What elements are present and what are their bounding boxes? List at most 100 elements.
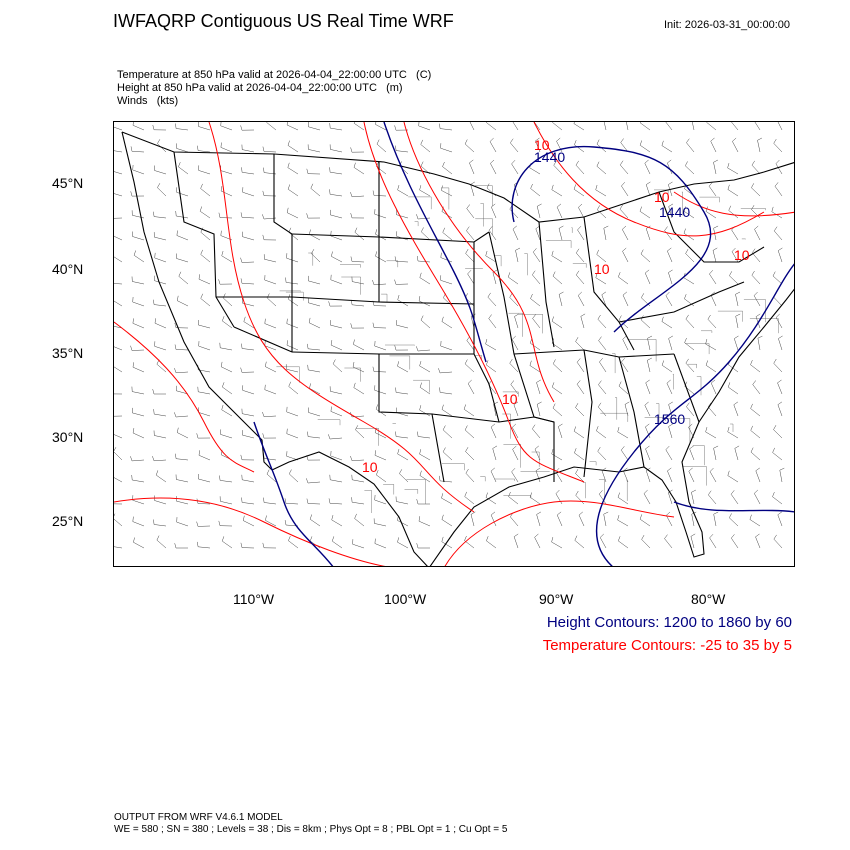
wind-barb [511, 335, 519, 351]
wind-barb [488, 314, 497, 329]
wind-barb [464, 535, 475, 549]
wind-barb [286, 318, 299, 329]
wind-barb [221, 250, 233, 263]
wind-barb [684, 381, 695, 395]
height-contours [253, 122, 794, 566]
wind-barb [154, 341, 167, 351]
wind-barb [644, 159, 651, 175]
wind-barb [155, 470, 167, 483]
wind-barb [175, 123, 189, 131]
wind-barb [439, 123, 453, 131]
wind-barb [352, 361, 365, 373]
wind-barb [308, 407, 321, 417]
county-line [615, 397, 617, 420]
wind-barb [287, 162, 299, 175]
wind-barb [376, 161, 387, 175]
wind-barb [156, 359, 167, 373]
wind-barb [603, 225, 609, 241]
wind-barb [241, 474, 255, 483]
field-description-winds: Winds (kts) [117, 95, 178, 108]
wind-barb [731, 247, 739, 263]
wind-barb [372, 279, 387, 286]
wind-barb [708, 182, 717, 197]
field-unit: (kts) [156, 95, 179, 107]
wind-barb [330, 274, 343, 285]
state-borders [121, 131, 794, 566]
wind-barb [306, 213, 321, 219]
wind-barb [331, 536, 343, 549]
wind-barb [668, 423, 673, 439]
wind-barb [534, 533, 541, 549]
wind-barb [777, 401, 783, 417]
wind-barb [307, 364, 321, 373]
wind-barb [684, 161, 695, 175]
wind-barb [688, 467, 695, 483]
wind-barb [373, 518, 387, 527]
wind-barb [178, 162, 189, 175]
wind-barb [375, 470, 387, 483]
wind-barb [622, 247, 629, 263]
wind-barb [777, 379, 783, 395]
wind-barb [643, 489, 651, 505]
wind-barb [330, 406, 343, 417]
wind-barb [575, 160, 585, 175]
wind-barb [530, 293, 541, 307]
wind-barb [219, 342, 233, 351]
wind-barb [667, 467, 673, 483]
wind-barb [397, 185, 409, 197]
wind-barb [751, 205, 761, 219]
wind-barb [575, 248, 585, 263]
wind-barb [490, 467, 497, 483]
wind-barb [242, 430, 255, 439]
wind-barb [352, 539, 365, 549]
wind-barb [306, 455, 321, 461]
wind-barb [665, 291, 673, 307]
wind-barb [535, 467, 541, 483]
wind-barb [351, 276, 365, 285]
wind-barb [288, 536, 299, 549]
wind-barb [153, 409, 167, 417]
wind-barb [666, 379, 673, 395]
wind-barb [350, 256, 365, 263]
wind-barb [440, 143, 453, 153]
wind-barb [573, 426, 585, 439]
wind-barb [154, 318, 167, 329]
wind-barb [375, 229, 387, 241]
wind-barb [661, 316, 673, 329]
wind-barb [396, 209, 409, 219]
wind-barb [330, 209, 343, 219]
wind-barb [350, 299, 365, 307]
wind-barb [197, 145, 211, 153]
wind-barb [751, 270, 761, 285]
wind-barb [757, 335, 763, 351]
wind-barb [556, 203, 563, 219]
wind-barb [264, 384, 277, 395]
wind-barb [772, 447, 783, 461]
wind-barb [199, 206, 211, 219]
wind-barb [131, 276, 145, 285]
wind-barb [218, 520, 233, 527]
wind-barb [683, 272, 695, 285]
wind-barb [551, 382, 563, 395]
wind-barb [529, 360, 541, 373]
wind-barb [492, 445, 498, 461]
wind-barb [617, 515, 629, 527]
wind-barb [419, 185, 431, 197]
wind-barb [130, 146, 145, 153]
wind-barb [727, 470, 739, 483]
contour-label: 10 [654, 189, 670, 205]
wind-barb [374, 385, 387, 395]
wind-barb [241, 144, 255, 153]
wind-barb [218, 212, 233, 219]
wind-barb [640, 293, 651, 307]
wind-barb [644, 269, 651, 285]
wind-barb [396, 407, 409, 417]
wind-barb [728, 513, 739, 527]
wind-barb [177, 427, 189, 439]
wind-barb [513, 533, 519, 549]
wind-barb [661, 140, 673, 153]
wind-barb [508, 491, 519, 505]
wind-barb [641, 534, 651, 549]
wind-barb [489, 137, 497, 153]
wind-barb [617, 492, 629, 505]
